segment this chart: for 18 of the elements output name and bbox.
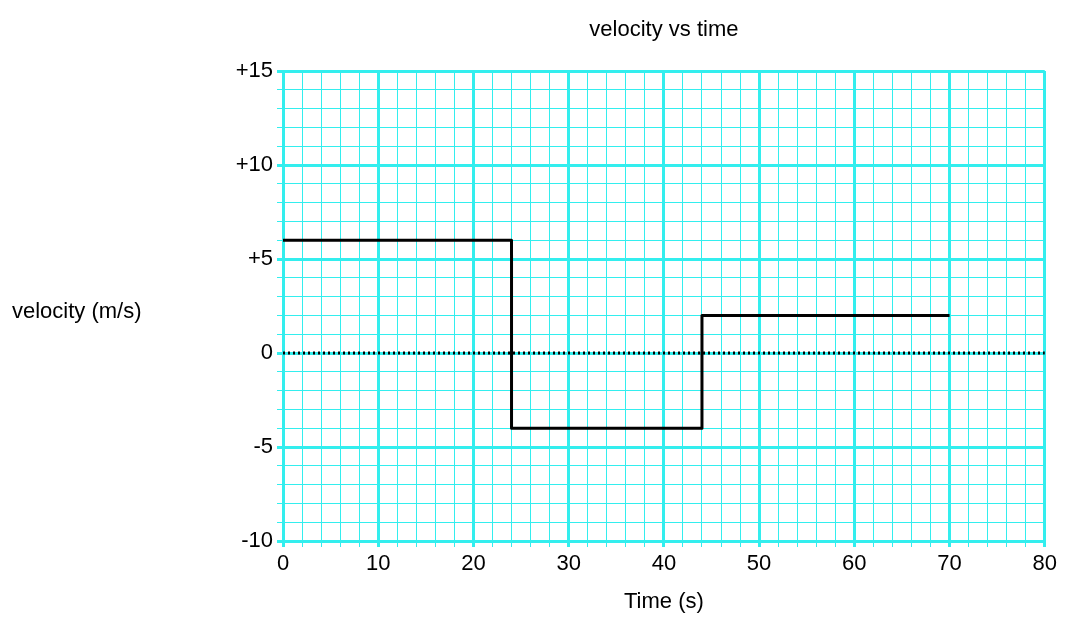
y-tick-label: -10: [241, 527, 273, 553]
y-tick-label: -5: [253, 433, 273, 459]
y-tick-label: +15: [235, 57, 273, 83]
x-tick-label: 0: [276, 550, 290, 576]
x-tick-label: 10: [365, 550, 391, 576]
chart-title: velocity vs time: [589, 16, 739, 42]
x-tick-label: 60: [842, 550, 867, 576]
x-tick-label: 30: [556, 550, 581, 576]
x-tick-label: 70: [937, 550, 962, 576]
x-tick-label: 80: [1032, 550, 1058, 576]
y-axis-title: velocity (m/s): [12, 297, 142, 323]
y-tick-label: +10: [235, 151, 273, 177]
y-tick-label: +5: [247, 245, 273, 271]
y-tick-label: 0: [260, 339, 273, 365]
x-tick-label: 50: [746, 550, 772, 576]
x-tick-label: 20: [461, 550, 486, 576]
x-tick-label: 40: [651, 550, 677, 576]
x-axis-title: Time (s): [623, 587, 704, 613]
